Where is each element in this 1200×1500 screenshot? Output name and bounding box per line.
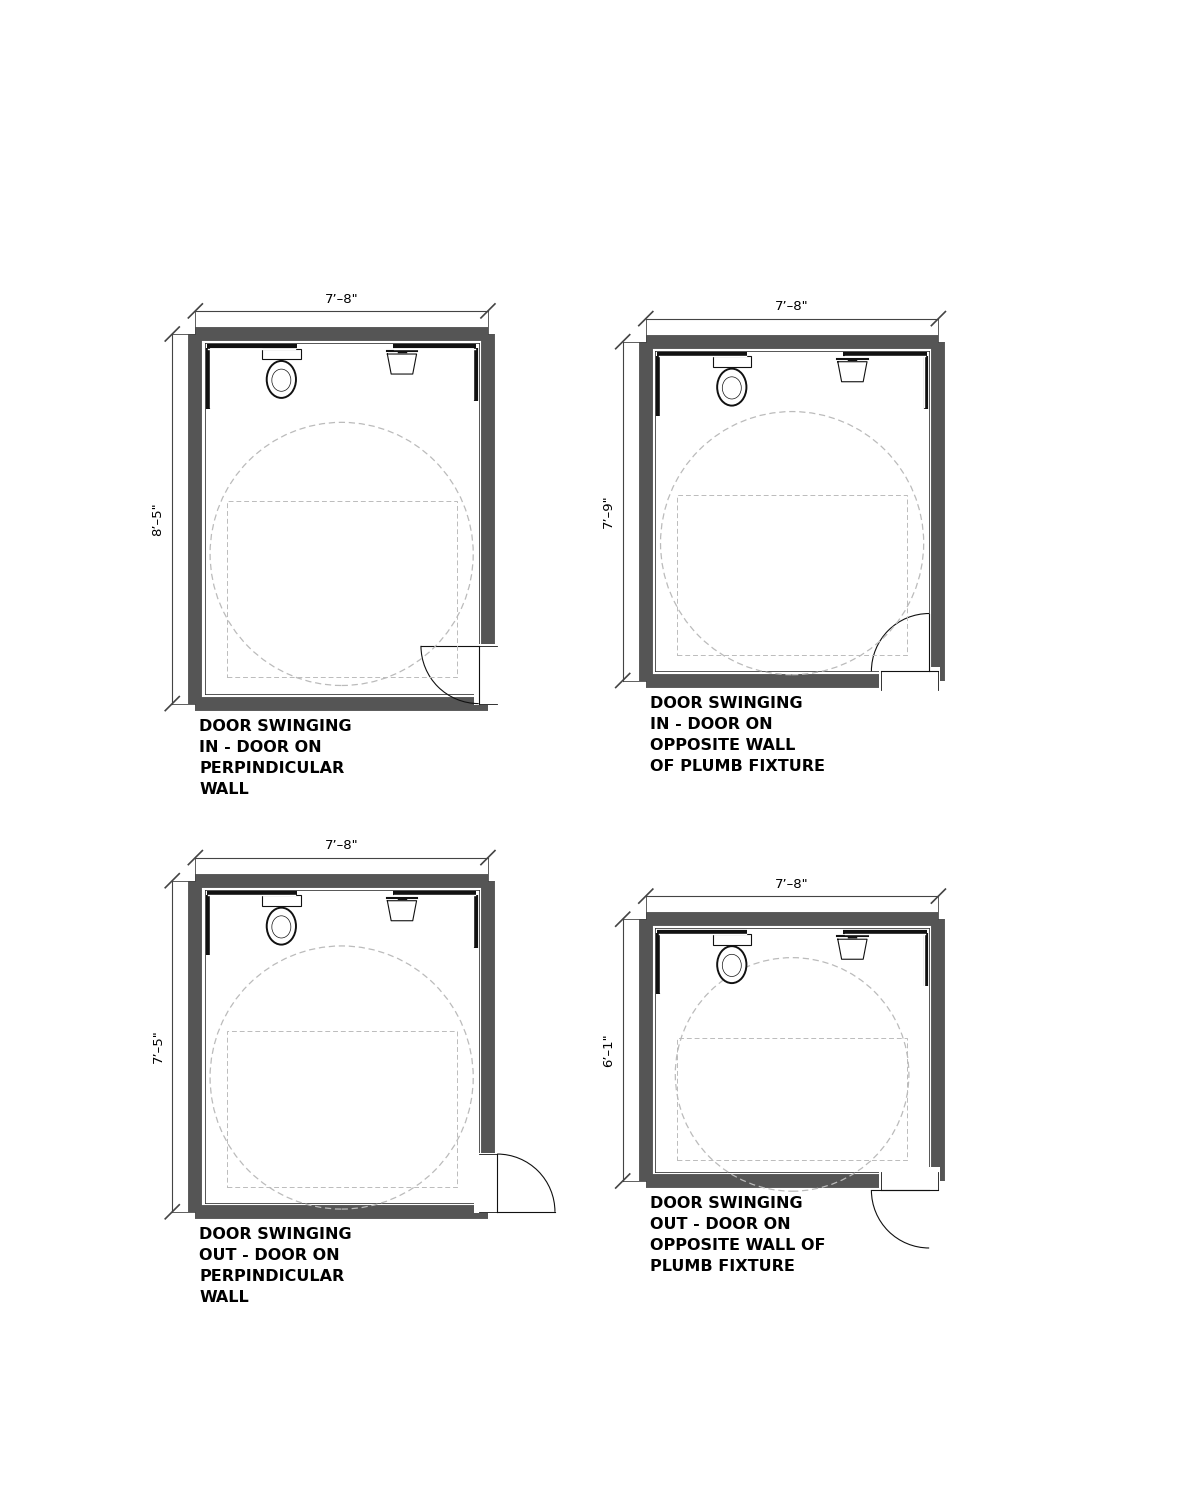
Text: DOOR SWINGING
OUT - DOOR ON
PERPINDICULAR
WALL: DOOR SWINGING OUT - DOOR ON PERPINDICULA… [199, 1227, 352, 1305]
FancyBboxPatch shape [713, 357, 751, 368]
Bar [474, 1152, 502, 1214]
Bar [880, 1167, 940, 1196]
Bar [204, 344, 479, 694]
FancyBboxPatch shape [262, 348, 300, 360]
Polygon shape [388, 354, 416, 374]
Ellipse shape [722, 376, 742, 399]
Ellipse shape [272, 916, 290, 938]
Text: 7’–8": 7’–8" [325, 839, 359, 852]
Bar [227, 1030, 457, 1186]
Text: 7’–5": 7’–5" [151, 1029, 164, 1063]
Bar [655, 928, 929, 1172]
Bar [677, 495, 907, 656]
Polygon shape [838, 362, 868, 381]
Bar [880, 666, 940, 694]
FancyBboxPatch shape [262, 896, 300, 906]
Text: 7’–8": 7’–8" [775, 878, 809, 891]
Ellipse shape [718, 369, 746, 405]
Bar [204, 890, 479, 1203]
Text: 8’–5": 8’–5" [151, 503, 164, 536]
Text: 7’–8": 7’–8" [325, 292, 359, 306]
Bar [655, 351, 929, 672]
Text: 7’–9": 7’–9" [602, 495, 616, 528]
Ellipse shape [266, 908, 296, 945]
Bar [227, 501, 457, 676]
Text: 7’–8": 7’–8" [775, 300, 809, 313]
Ellipse shape [722, 954, 742, 976]
FancyBboxPatch shape [713, 934, 751, 945]
Text: DOOR SWINGING
OUT - DOOR ON
OPPOSITE WALL OF
PLUMB FIXTURE: DOOR SWINGING OUT - DOOR ON OPPOSITE WAL… [649, 1197, 826, 1275]
Bar [474, 645, 502, 705]
Text: DOOR SWINGING
IN - DOOR ON
PERPINDICULAR
WALL: DOOR SWINGING IN - DOOR ON PERPINDICULAR… [199, 718, 352, 797]
Bar [677, 1038, 907, 1160]
Ellipse shape [718, 946, 746, 982]
Text: DOOR SWINGING
IN - DOOR ON
OPPOSITE WALL
OF PLUMB FIXTURE: DOOR SWINGING IN - DOOR ON OPPOSITE WALL… [649, 696, 824, 774]
Ellipse shape [272, 369, 290, 392]
Polygon shape [838, 939, 868, 958]
Text: 6’–1": 6’–1" [602, 1034, 616, 1066]
Polygon shape [388, 900, 416, 921]
Ellipse shape [266, 362, 296, 398]
